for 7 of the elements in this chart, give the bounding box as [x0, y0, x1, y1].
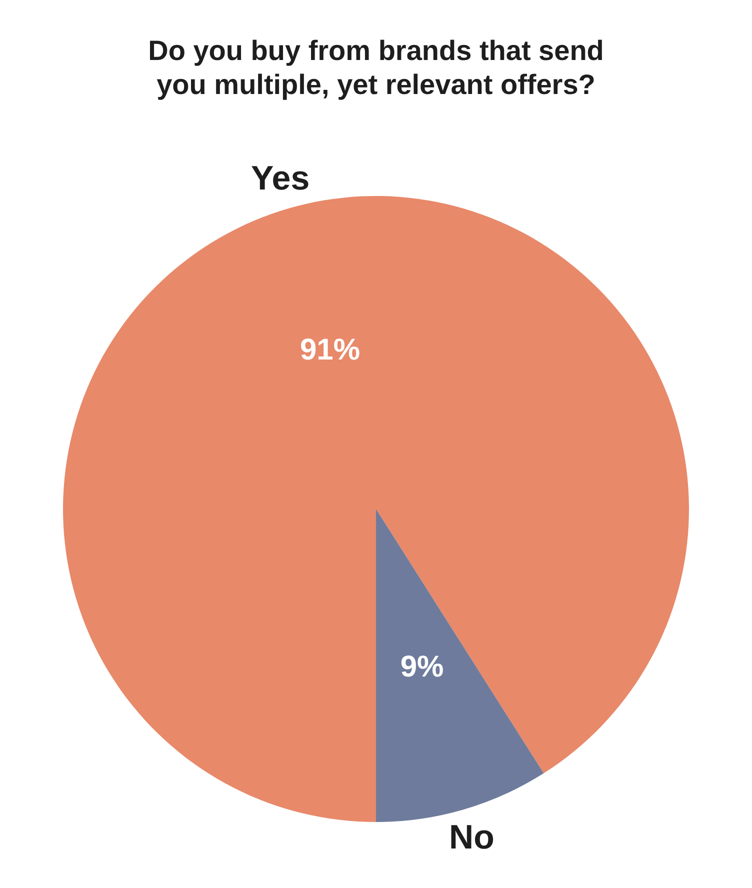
pie-slice: [63, 196, 689, 822]
slice-label: Yes: [250, 160, 310, 198]
chart-title: Do you buy from brands that send you multiple, yet relevant offers?: [148, 35, 604, 100]
data-label: 91%: [300, 334, 360, 367]
pie-slice: [376, 509, 544, 822]
data-label: 9%: [400, 650, 444, 684]
slice-label: No: [449, 818, 494, 856]
